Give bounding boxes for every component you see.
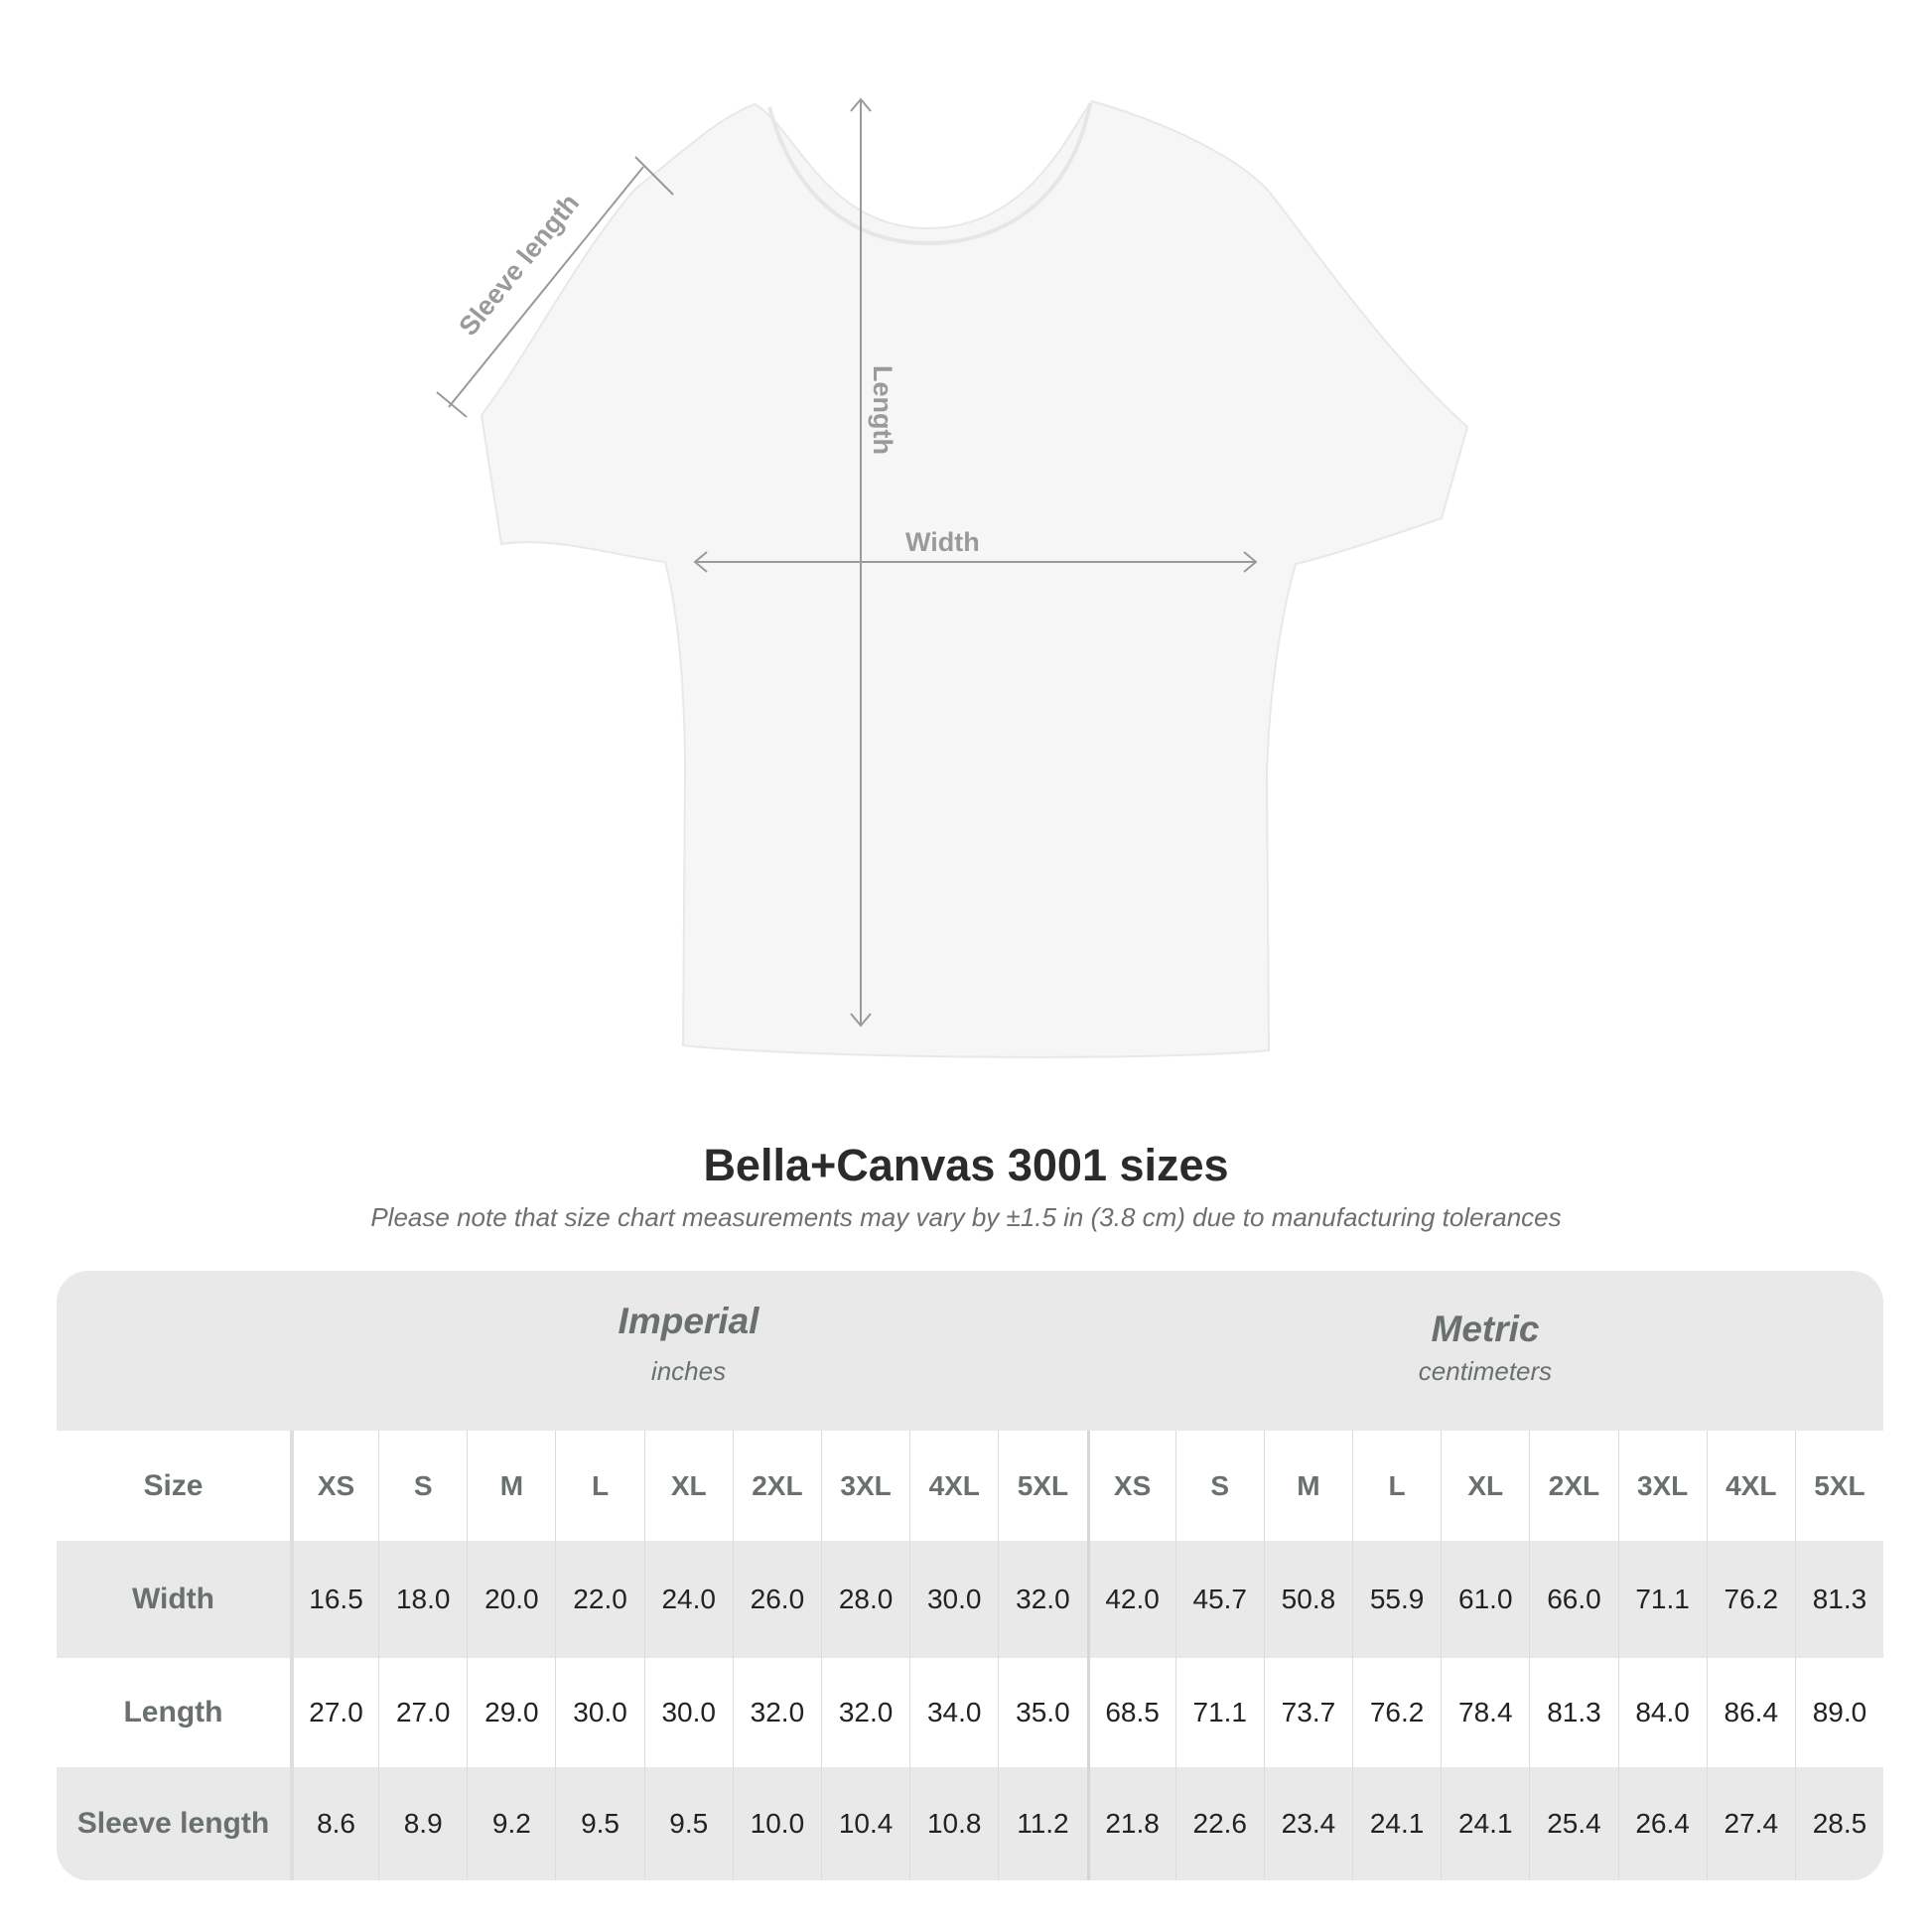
value-cell-metric: 76.2	[1352, 1658, 1441, 1767]
value-cell-metric: 84.0	[1617, 1658, 1707, 1767]
value-cell-metric: 68.5	[1086, 1658, 1175, 1767]
size-header-imperial: XL	[643, 1431, 733, 1541]
value-cell-metric: 71.1	[1174, 1658, 1264, 1767]
value-cell-metric: 24.1	[1352, 1767, 1441, 1880]
size-header-metric: XL	[1441, 1431, 1529, 1541]
value-cell-imperial: 11.2	[998, 1767, 1086, 1880]
row-label: Length	[123, 1696, 223, 1728]
collar	[767, 102, 1092, 246]
value-cell-metric: 27.4	[1706, 1767, 1795, 1880]
value-cell-metric: 42.0	[1086, 1541, 1175, 1658]
value-cell-imperial: 9.5	[555, 1767, 643, 1880]
imperial-title: Imperial	[618, 1301, 759, 1341]
table-header-band: Imperial inches Metric centimeters	[57, 1271, 1883, 1431]
value-cell-imperial: 10.4	[820, 1767, 909, 1880]
size-header-metric: 3XL	[1617, 1431, 1707, 1541]
value-cell-metric: 71.1	[1617, 1541, 1707, 1658]
value-cell-imperial: 18.0	[378, 1541, 467, 1658]
value-cell-imperial: 8.9	[378, 1767, 467, 1880]
value-cell-imperial: 32.0	[820, 1658, 909, 1767]
value-cell-imperial: 22.0	[555, 1541, 643, 1658]
value-cell-metric: 45.7	[1174, 1541, 1264, 1658]
size-header-metric: L	[1352, 1431, 1441, 1541]
value-cell-imperial: 9.5	[643, 1767, 733, 1880]
value-cell-metric: 76.2	[1706, 1541, 1795, 1658]
size-header-metric: XS	[1086, 1431, 1175, 1541]
size-header-imperial: 3XL	[820, 1431, 909, 1541]
size-header-metric: 4XL	[1706, 1431, 1795, 1541]
sleeve-measure-line	[448, 166, 644, 408]
value-cell-imperial: 28.0	[820, 1541, 909, 1658]
tshirt-diagram: Sleeve length Length Width	[436, 97, 1469, 1058]
value-cell-imperial: 32.0	[732, 1658, 821, 1767]
value-cell-imperial: 9.2	[467, 1767, 555, 1880]
tshirt-image	[480, 99, 1469, 1058]
value-cell-metric: 22.6	[1174, 1767, 1264, 1880]
value-cell-imperial: 26.0	[732, 1541, 821, 1658]
value-cell-imperial: 32.0	[998, 1541, 1086, 1658]
size-header-imperial: XS	[289, 1431, 378, 1541]
size-header-metric: 5XL	[1794, 1431, 1883, 1541]
tolerance-note: Please note that size chart measurements…	[370, 1202, 1562, 1232]
size-header-imperial: M	[467, 1431, 555, 1541]
value-cell-metric: 55.9	[1352, 1541, 1441, 1658]
table-row: Width 16.5 18.0 20.0 22.0 24.0 26.0 28.0 30.0 32.…	[57, 1541, 1883, 1658]
value-cell-imperial: 20.0	[467, 1541, 555, 1658]
value-cell-imperial: 34.0	[909, 1658, 998, 1767]
size-header-metric: 2XL	[1529, 1431, 1617, 1541]
size-header-metric: S	[1174, 1431, 1264, 1541]
value-cell-metric: 50.8	[1263, 1541, 1352, 1658]
value-cell-imperial: 16.5	[289, 1541, 378, 1658]
value-cell-metric: 81.3	[1794, 1541, 1883, 1658]
size-header-metric: M	[1263, 1431, 1352, 1541]
value-cell-metric: 25.4	[1529, 1767, 1617, 1880]
size-header-imperial: 5XL	[998, 1431, 1086, 1541]
value-cell-metric: 78.4	[1441, 1658, 1529, 1767]
value-cell-metric: 21.8	[1086, 1767, 1175, 1880]
value-cell-imperial: 35.0	[998, 1658, 1086, 1767]
metric-title: Metric	[1431, 1309, 1540, 1349]
value-cell-imperial: 27.0	[289, 1658, 378, 1767]
size-table: Imperial inches Metric centimeters Size X…	[57, 1271, 1883, 1880]
length-label: Length	[868, 365, 897, 455]
size-header-imperial: S	[378, 1431, 467, 1541]
table-row: Sleeve length 8.6 8.9 9.2 9.5 9.5 10.0 10.4 10.8…	[57, 1767, 1883, 1880]
value-cell-imperial: 8.6	[289, 1767, 378, 1880]
size-header-imperial: 2XL	[732, 1431, 821, 1541]
value-cell-imperial: 27.0	[378, 1658, 467, 1767]
width-label: Width	[905, 527, 980, 557]
value-cell-imperial: 29.0	[467, 1658, 555, 1767]
table-row: Length 27.0 27.0 29.0 30.0 30.0 32.0 32.0 34.0 35…	[57, 1658, 1883, 1767]
size-header-imperial: L	[555, 1431, 643, 1541]
value-cell-metric: 24.1	[1441, 1767, 1529, 1880]
value-cell-imperial: 30.0	[909, 1541, 998, 1658]
value-cell-metric: 28.5	[1794, 1767, 1883, 1880]
size-header-row: Size XS S M L XL 2XL 3XL 4XL 5XL XS S M L XL 2XL 3XL 4XL 5…	[57, 1431, 1883, 1541]
metric-group-header: Metric centimeters	[1087, 1309, 1883, 1387]
value-cell-metric: 86.4	[1706, 1658, 1795, 1767]
row-label: Sleeve length	[76, 1807, 270, 1840]
value-cell-imperial: 24.0	[643, 1541, 733, 1658]
value-cell-metric: 61.0	[1441, 1541, 1529, 1658]
imperial-unit: inches	[650, 1356, 727, 1386]
value-cell-metric: 73.7	[1263, 1658, 1352, 1767]
value-cell-imperial: 10.8	[909, 1767, 998, 1880]
value-cell-imperial: 10.0	[732, 1767, 821, 1880]
value-cell-metric: 26.4	[1617, 1767, 1707, 1880]
value-cell-imperial: 30.0	[643, 1658, 733, 1767]
row-label: Width	[131, 1583, 214, 1615]
size-header-imperial: 4XL	[909, 1431, 998, 1541]
size-label: Size	[143, 1468, 204, 1502]
value-cell-metric: 81.3	[1529, 1658, 1617, 1767]
value-cell-imperial: 30.0	[555, 1658, 643, 1767]
value-cell-metric: 66.0	[1529, 1541, 1617, 1658]
imperial-group-header: Imperial inches	[290, 1301, 1087, 1387]
chart-title: Bella+Canvas 3001 sizes	[703, 1140, 1229, 1190]
metric-unit: centimeters	[1418, 1356, 1553, 1386]
value-cell-metric: 89.0	[1794, 1658, 1883, 1767]
value-cell-metric: 23.4	[1263, 1767, 1352, 1880]
